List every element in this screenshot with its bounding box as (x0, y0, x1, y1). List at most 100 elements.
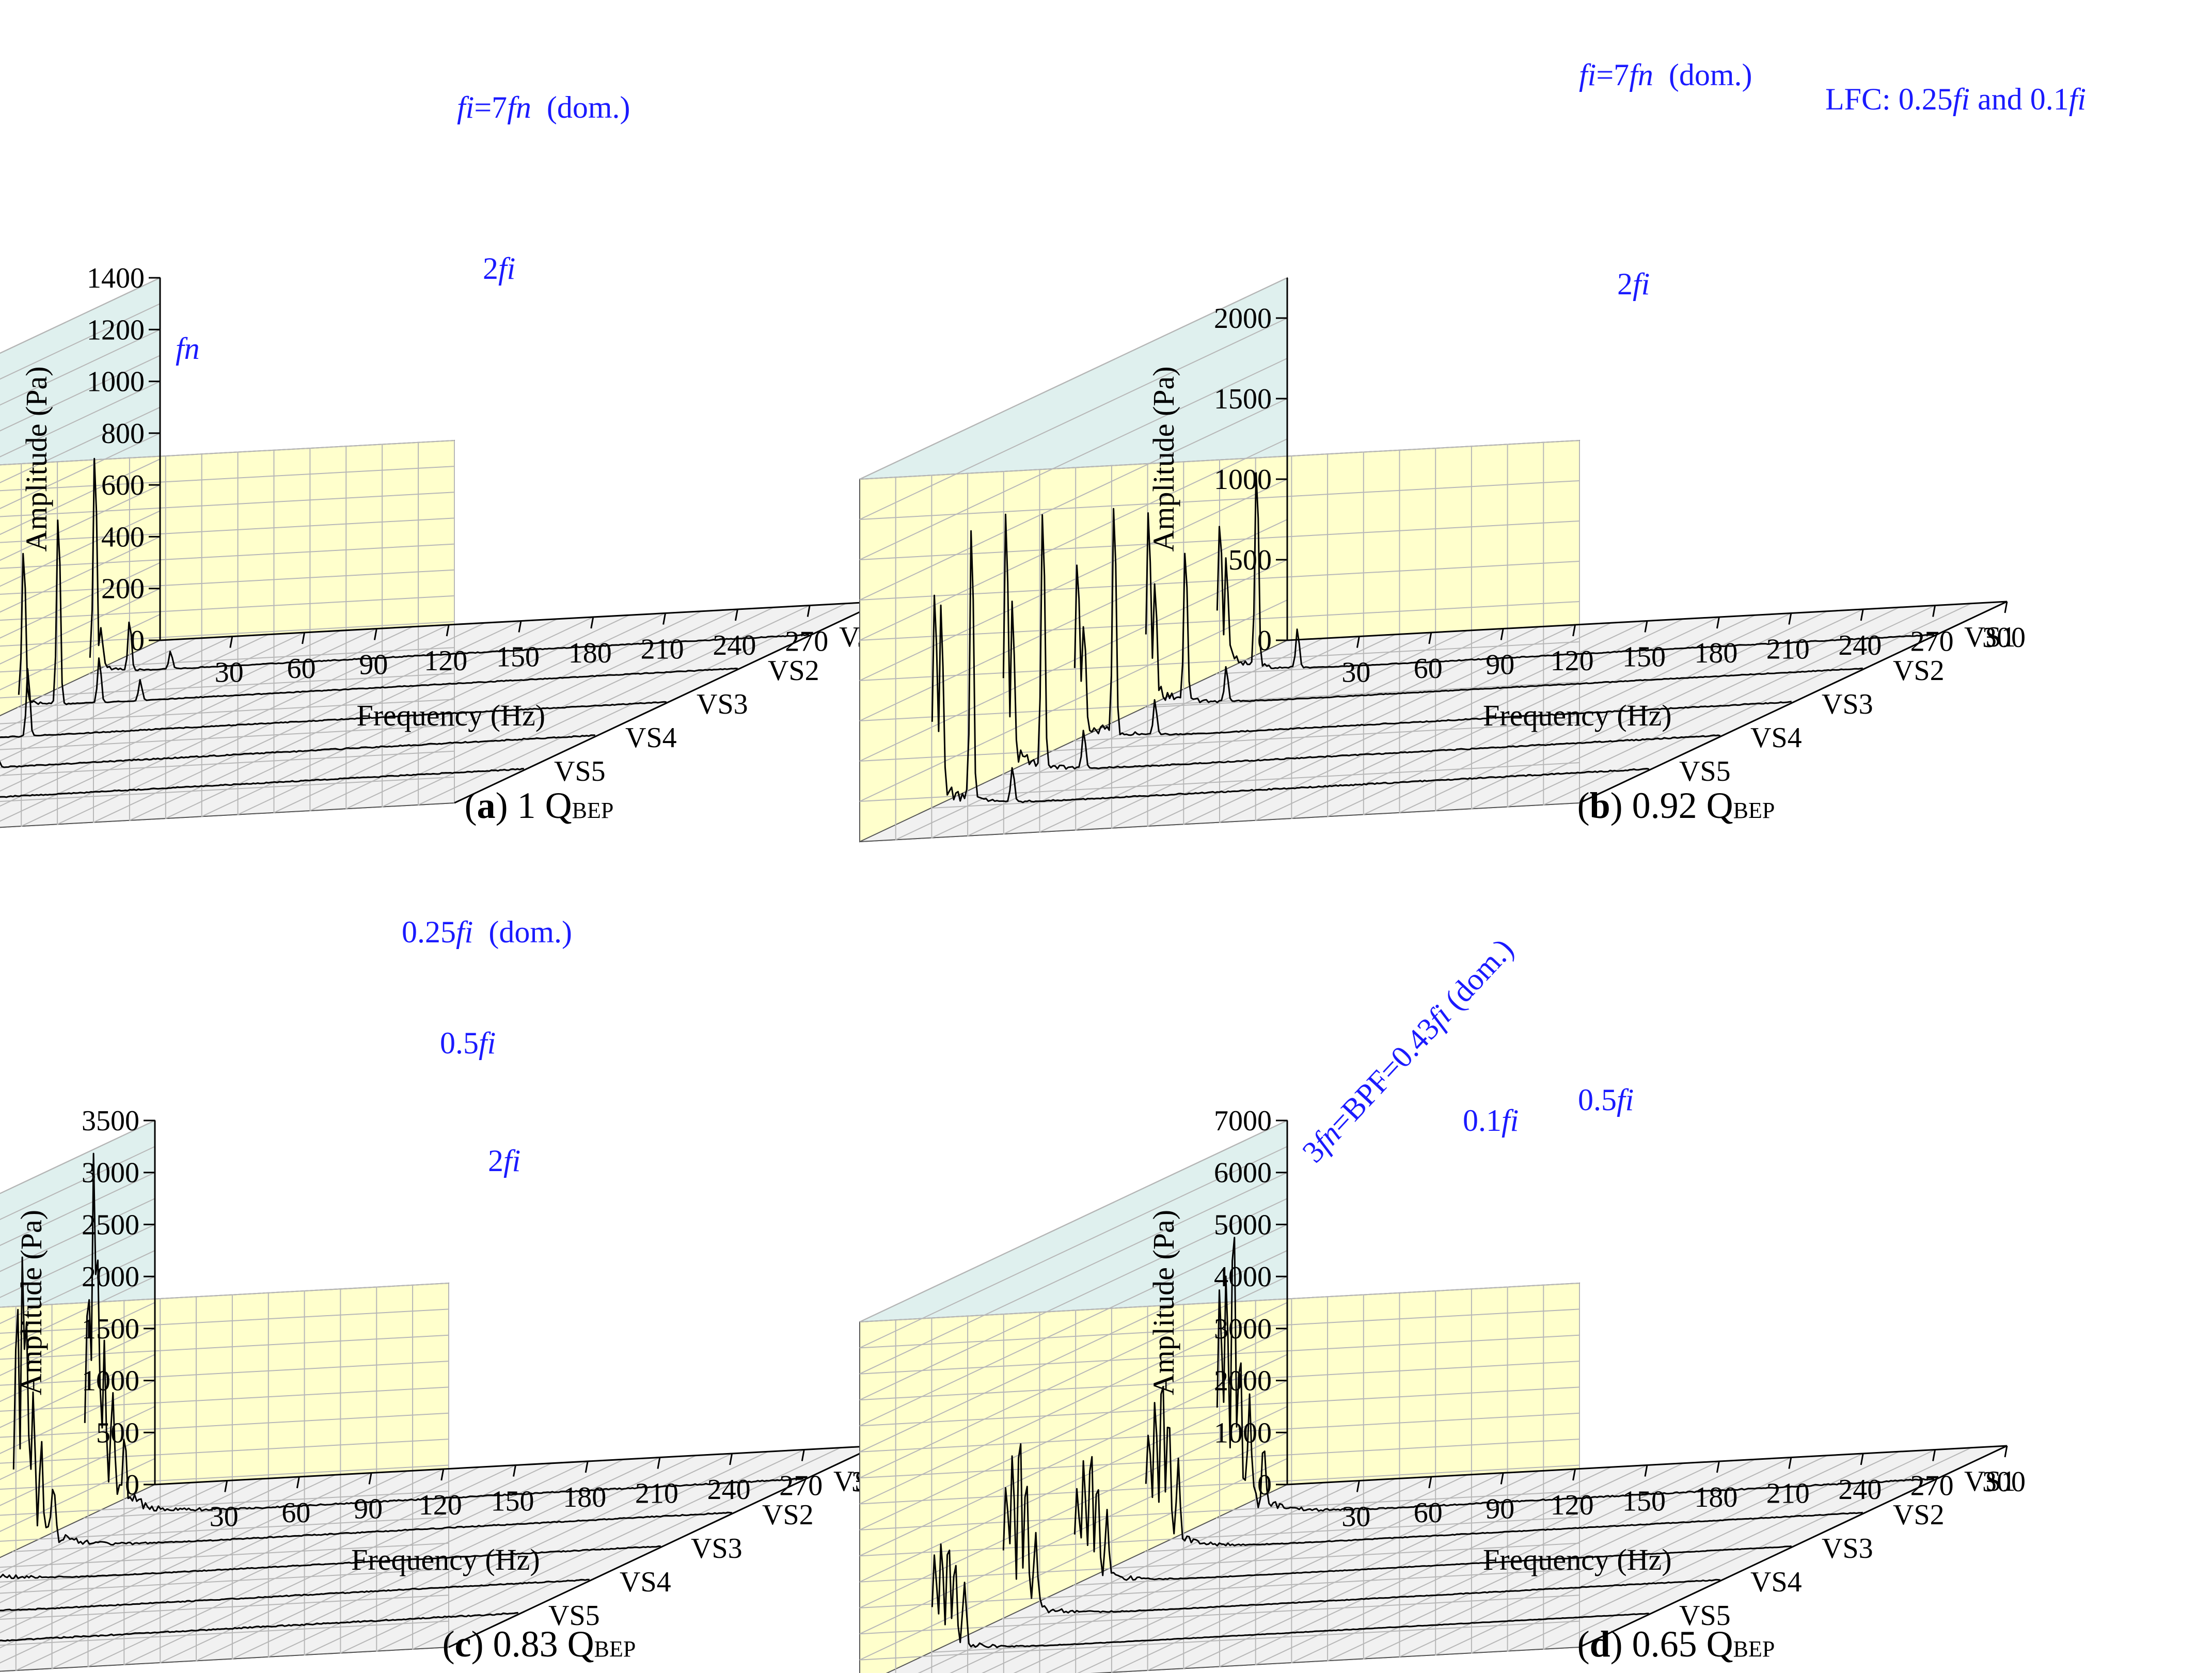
x-tick-label: 60 (281, 1497, 310, 1529)
series-labels: VS1 VS2 VS3 VS4 VS5 (1679, 621, 2016, 787)
x-tick-mark (729, 1453, 733, 1465)
x-tick-mark (1644, 621, 1648, 633)
y-tick-labels: 0 200 400 600 800 1000 1200 1400 (87, 262, 145, 657)
gridline-y (0, 510, 455, 699)
x-tick-labels: 30 60 90 120 150 180 210 240 270 300 (1341, 622, 2026, 689)
gridline-y (0, 613, 455, 802)
x-tick-label: 270 (1910, 1470, 1954, 1502)
y-tick-label: 200 (101, 573, 145, 605)
x-tick-mark (373, 628, 377, 640)
axes (1276, 278, 2008, 804)
x-tick-label: 210 (1766, 634, 1810, 666)
series-line-vs3 (1073, 508, 1792, 736)
x-tick-label: 300 (1982, 622, 2026, 654)
x-tick-mark (734, 609, 738, 621)
x-tick-label: 60 (1414, 1497, 1443, 1529)
x-tick-label: 90 (359, 649, 388, 681)
y-tick-label: 5000 (1214, 1209, 1272, 1241)
x-tick-mark (224, 1480, 228, 1492)
depth-axis-line (448, 1445, 877, 1648)
y-tick-label: 1500 (82, 1313, 139, 1345)
annotation-025fi-dominant: 0.25fi (dom.) (402, 915, 572, 949)
gridline-y (0, 1302, 449, 1490)
x-tick-mark (1932, 1449, 1936, 1461)
gridline-y (859, 1224, 1580, 1427)
annotation-05fi: 0.5fi (440, 1026, 496, 1060)
y-tick-label: 1200 (87, 314, 145, 346)
series-line-vs3 (0, 668, 667, 738)
annotations: fi=7fn (dom.) 2fi LFC: 0.25fi and 0.1fi (1579, 58, 2086, 301)
y-tick-label: 0 (125, 1469, 139, 1501)
gridline-y (0, 1328, 449, 1516)
gridline-y (0, 536, 455, 724)
y-tick-label: 0 (1257, 1469, 1272, 1501)
series-label: VS2 (768, 655, 819, 687)
series-traces (931, 1237, 1934, 1648)
y-tick-label: 3000 (82, 1157, 139, 1189)
axes (149, 277, 883, 804)
y-tick-label: 7000 (1214, 1105, 1272, 1137)
series-label: VS4 (625, 722, 677, 754)
gridline-y (859, 1276, 1580, 1479)
x-tick-label: 120 (1551, 645, 1594, 677)
series-label: VS5 (548, 1600, 600, 1632)
gridline-y (859, 1302, 1580, 1505)
x-tick-label: 240 (1838, 629, 1882, 661)
series-label: VS1 (1964, 1465, 2016, 1497)
series-label: VS2 (762, 1499, 814, 1531)
x-tick-mark (657, 1457, 661, 1469)
x-tick-mark (662, 613, 667, 625)
series-line-vs4 (1002, 1443, 1720, 1614)
y-tick-label: 3500 (82, 1105, 139, 1137)
gridline-y (859, 1458, 1580, 1661)
x-tick-mark (1356, 636, 1360, 648)
series-line-vs3 (1073, 1456, 1792, 1581)
axes (1276, 1119, 2008, 1648)
x-tick-label: 30 (1341, 1501, 1370, 1533)
x-tick-mark (2004, 601, 2008, 613)
gridline-y (859, 599, 1580, 802)
series-label: VS3 (1822, 1533, 1873, 1565)
x-tick-mark (807, 605, 811, 617)
gridline-y (859, 277, 1580, 480)
series-label: VS3 (1822, 688, 1873, 720)
x-tick-mark (440, 1469, 445, 1481)
series-traces (0, 1153, 804, 1642)
gridline-y (0, 1276, 449, 1464)
gridline-y (0, 1458, 449, 1646)
x-tick-label: 150 (496, 641, 540, 673)
x-tick-label: 270 (1910, 626, 1954, 658)
annotations: 3fn=BPF=0.43fi (dom.) 0.1fi 0.5fi (1295, 932, 1634, 1169)
x-tick-label: 180 (563, 1481, 606, 1513)
series-label: VS5 (1679, 1600, 1731, 1632)
gridline-y (0, 1380, 449, 1568)
gridline-y (0, 1146, 449, 1334)
series-line-vs1 (84, 1153, 804, 1512)
grid (0, 1120, 877, 1671)
gridline-y (0, 484, 455, 673)
x-tick-label: 120 (419, 1489, 462, 1521)
x-tick-mark (1428, 1476, 1432, 1489)
x-tick-label: 30 (210, 1501, 239, 1533)
series-line-vs4 (1002, 513, 1721, 770)
caption: (b) 0.92 QBEP (1577, 785, 1775, 826)
x-axis-label: Frequency (Hz) (351, 1543, 540, 1576)
x-tick-mark (1788, 613, 1792, 625)
x-tick-mark (1716, 1461, 1720, 1473)
x-tick-mark (2004, 1445, 2008, 1458)
series-line-vs4 (0, 734, 595, 768)
depth-axis-line (1579, 1445, 2008, 1648)
series-label: VS2 (1893, 655, 1945, 687)
y-tick-label: 1500 (1214, 383, 1272, 415)
y-tick-label: 1000 (1214, 1417, 1272, 1449)
y-tick-label: 800 (101, 418, 145, 450)
annotation-fi-dominant: fi=7fn (dom.) (457, 90, 630, 124)
x-axis-label: Frequency (Hz) (356, 699, 545, 732)
series-label: VS4 (1750, 722, 1802, 754)
y-tick-label: 500 (1228, 544, 1272, 576)
y-tick-label: 2500 (82, 1209, 139, 1241)
series-labels: VS1 VS2 VS3 VS4 VS5 (1679, 1465, 2016, 1632)
y-axis-label: Amplitude (Pa) (14, 1210, 48, 1395)
series-line-vs4 (0, 1579, 590, 1612)
